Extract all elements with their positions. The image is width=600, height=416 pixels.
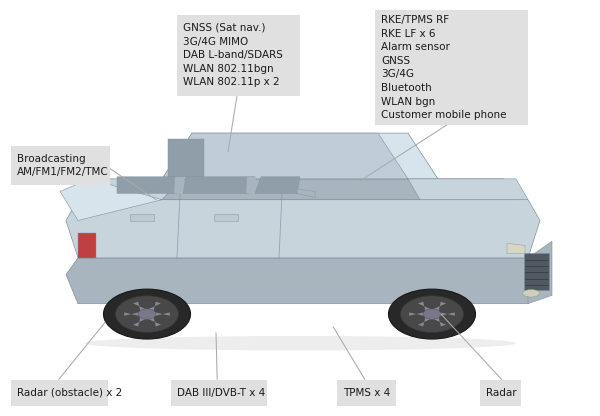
Polygon shape [117, 177, 183, 193]
Text: Broadcasting
AM/FM1/FM2/TMC: Broadcasting AM/FM1/FM2/TMC [17, 154, 109, 177]
Polygon shape [66, 258, 540, 304]
Polygon shape [433, 317, 446, 327]
Polygon shape [255, 177, 300, 193]
Polygon shape [154, 312, 170, 316]
Polygon shape [528, 241, 552, 304]
Polygon shape [148, 317, 161, 327]
Polygon shape [133, 302, 146, 312]
FancyBboxPatch shape [130, 214, 155, 222]
FancyBboxPatch shape [11, 380, 108, 406]
Ellipse shape [115, 296, 179, 332]
Polygon shape [60, 179, 162, 220]
Polygon shape [183, 177, 255, 193]
Polygon shape [418, 317, 431, 327]
Ellipse shape [389, 289, 476, 339]
Polygon shape [507, 243, 525, 254]
Polygon shape [66, 200, 540, 258]
Text: RKE/TPMS RF
RKE LF x 6
Alarm sensor
GNSS
3G/4G
Bluetooth
WLAN bgn
Customer mobil: RKE/TPMS RF RKE LF x 6 Alarm sensor GNSS… [381, 15, 506, 120]
Ellipse shape [84, 336, 516, 350]
Polygon shape [78, 233, 96, 258]
Ellipse shape [138, 309, 156, 319]
Polygon shape [162, 133, 408, 179]
FancyBboxPatch shape [375, 10, 528, 125]
Polygon shape [78, 179, 168, 200]
Polygon shape [246, 177, 256, 193]
Polygon shape [408, 179, 528, 200]
FancyBboxPatch shape [214, 214, 239, 222]
FancyBboxPatch shape [11, 146, 110, 185]
Text: GNSS (Sat nav.)
3G/4G MIMO
DAB L-band/SDARS
WLAN 802.11bgn
WLAN 802.11p x 2: GNSS (Sat nav.) 3G/4G MIMO DAB L-band/SD… [183, 23, 283, 87]
Polygon shape [162, 133, 438, 179]
Ellipse shape [104, 289, 191, 339]
Ellipse shape [423, 309, 441, 319]
Text: DAB III/DVB-T x 4: DAB III/DVB-T x 4 [177, 388, 265, 398]
Text: Radar (obstacle) x 2: Radar (obstacle) x 2 [17, 388, 122, 398]
Text: TPMS x 4: TPMS x 4 [343, 388, 391, 398]
FancyBboxPatch shape [177, 15, 300, 96]
Polygon shape [168, 139, 204, 177]
Polygon shape [418, 302, 431, 312]
Polygon shape [409, 312, 425, 316]
Ellipse shape [523, 290, 539, 297]
Polygon shape [133, 317, 146, 327]
Text: Radar: Radar [486, 388, 517, 398]
Polygon shape [90, 179, 516, 200]
Polygon shape [174, 177, 184, 193]
FancyBboxPatch shape [480, 380, 521, 406]
FancyBboxPatch shape [171, 380, 267, 406]
Polygon shape [148, 302, 161, 312]
FancyBboxPatch shape [524, 253, 549, 290]
Polygon shape [124, 312, 140, 316]
Polygon shape [439, 312, 455, 316]
FancyBboxPatch shape [337, 380, 396, 406]
Polygon shape [297, 189, 315, 198]
Ellipse shape [401, 296, 464, 332]
Polygon shape [433, 302, 446, 312]
